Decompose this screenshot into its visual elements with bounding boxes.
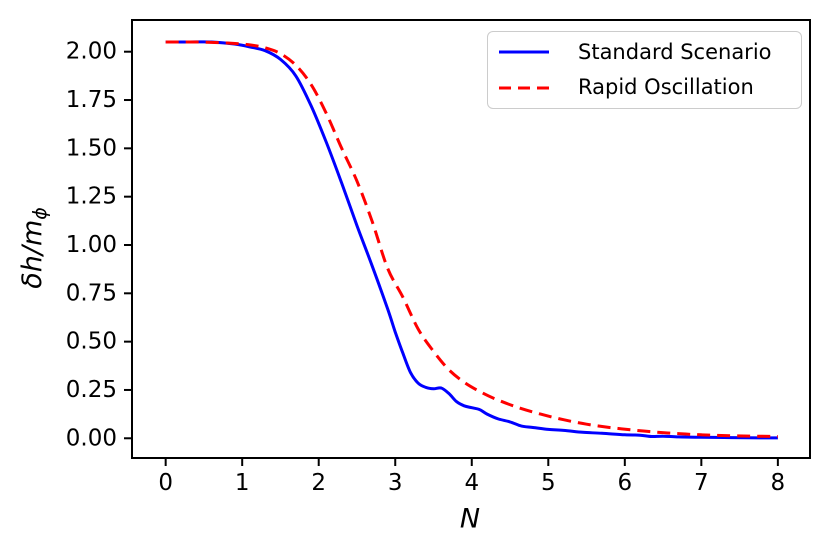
legend-label: Rapid Oscillation [578,75,754,100]
y-tick-label: 0.25 [66,377,117,403]
y-tick-label: 1.25 [66,184,117,210]
y-tick-label: 2.00 [66,39,117,65]
x-tick-label: 0 [158,470,173,496]
legend-label: Standard Scenario [578,39,772,64]
y-axis-label-main: δh/m [17,220,48,289]
x-tick-label: 6 [617,470,632,496]
series-line-standard-scenario [165,40,778,440]
x-axis-label: N [460,504,480,535]
legend-item-standard-scenario: Standard Scenario [498,35,801,69]
y-tick-label: 1.75 [66,87,117,113]
y-axis-label: δh/mϕ [17,207,52,289]
y-tick-label: 0.50 [66,329,117,355]
x-tick-label: 8 [771,470,786,496]
y-axis-ticks: 0.00 0.25 0.50 0.75 1.00 1.25 1.50 1.75 2.00 [66,39,132,451]
legend: Standard Scenario Rapid Oscillation [487,31,802,109]
x-tick-label: 3 [388,470,403,496]
y-tick-label: 1.50 [66,135,117,161]
x-tick-label: 4 [464,470,479,496]
x-tick-label: 2 [311,470,326,496]
x-axis-ticks: 0 1 2 3 4 5 6 7 8 [158,458,785,496]
curves [165,40,778,440]
x-tick-label: 7 [694,470,709,496]
x-tick-label: 5 [541,470,556,496]
legend-line-rapid-icon [499,86,549,90]
y-tick-label: 0.00 [66,425,117,451]
y-tick-label: 0.75 [66,280,117,306]
legend-item-rapid-oscillation: Rapid Oscillation [498,71,801,105]
legend-line-standard-icon [499,50,549,54]
x-tick-label: 1 [235,470,250,496]
y-tick-label: 1.00 [66,232,117,258]
y-axis-label-subscript: ϕ [29,207,51,220]
